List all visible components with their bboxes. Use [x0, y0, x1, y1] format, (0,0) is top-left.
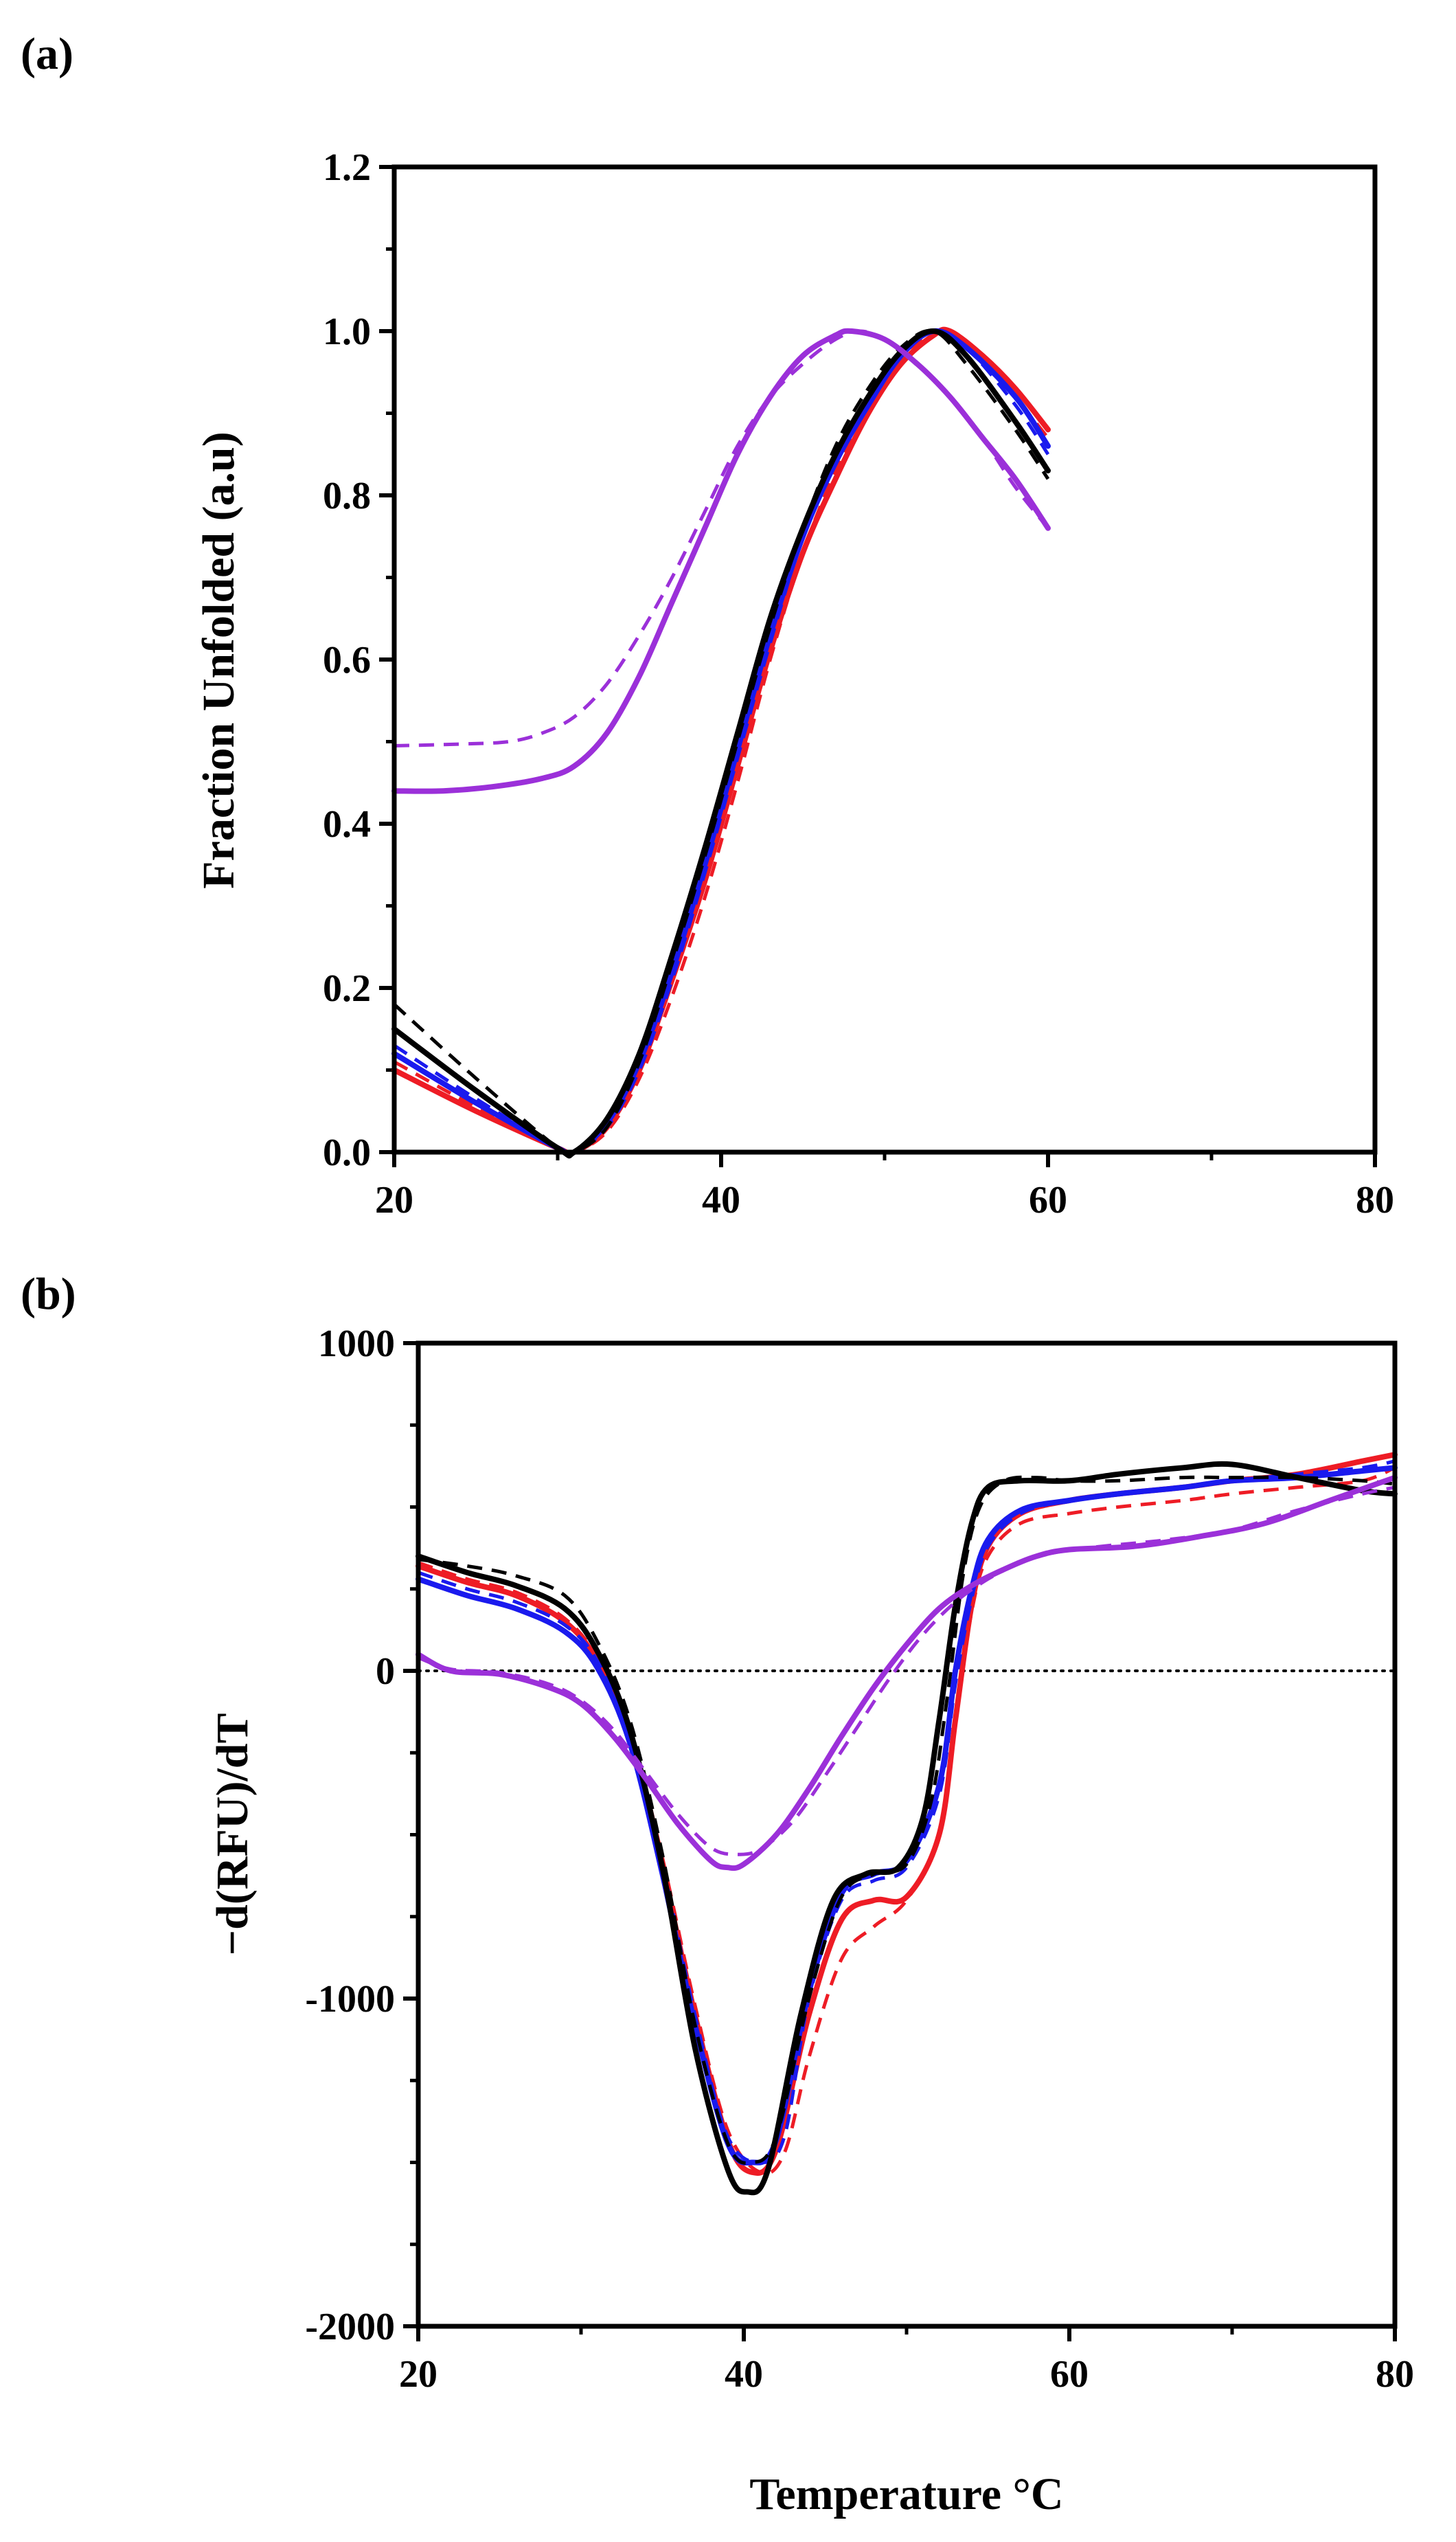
panel-b-x-axis-label: Temperature °C: [749, 2469, 1063, 2519]
series-line-blue-dashed: [393, 329, 1050, 1157]
panel-b-y-axis-label: −d(RFU)/dT: [207, 1713, 258, 1956]
panel-b-label: (b): [21, 1269, 76, 1319]
x-tick-label: 60: [1029, 1179, 1067, 1222]
series-line-blue-solid: [391, 328, 1051, 1158]
y-tick-label: 0: [376, 1650, 395, 1693]
x-tick-label: 80: [1356, 1179, 1394, 1222]
y-tick-label: -1000: [305, 1978, 395, 2021]
x-tick-label: 60: [1050, 2353, 1089, 2396]
series-line-purple-solid: [391, 328, 1051, 794]
x-tick-label: 20: [399, 2353, 437, 2396]
x-tick-label: 40: [702, 1179, 740, 1222]
y-tick-label: 0.8: [323, 475, 371, 517]
panel-b-series: [416, 1452, 1398, 2196]
series-line-blue-dashed: [418, 1459, 1396, 2165]
series-line-red-dashed: [418, 1465, 1396, 2176]
series-line-purple-dashed: [418, 1485, 1396, 1856]
panel-b-plot-frame: [416, 1340, 1398, 2329]
series-line-red-solid: [416, 1452, 1398, 2176]
y-tick-label: 1000: [318, 1323, 395, 1365]
y-tick-label: 0.2: [323, 967, 371, 1010]
series-line-black-solid: [416, 1461, 1398, 2196]
panel-a-series: [391, 326, 1051, 1159]
y-tick-label: 0.4: [323, 803, 371, 846]
series-line-purple-dashed: [394, 329, 1049, 747]
series-line-black-dashed: [393, 328, 1050, 1158]
series-line-blue-solid: [416, 1465, 1398, 2166]
panel-a-y-axis-label: Fraction Unfolded (a.u): [194, 431, 244, 888]
series-line-red-solid: [391, 326, 1051, 1157]
y-tick-label: 0.0: [323, 1132, 371, 1174]
x-tick-label: 20: [375, 1179, 413, 1222]
series-line-red-dashed: [393, 328, 1049, 1156]
series-line-black-solid: [391, 328, 1051, 1159]
x-tick-label: 80: [1376, 2353, 1414, 2396]
panel-a-chart: (a) Fraction Unfolded (a.u) 20 40 60 80 0.0 0…: [21, 29, 1394, 1222]
series-line-purple-solid: [416, 1474, 1398, 1871]
panel-b-ticks: 20 40 60 80 -2000 -1000 0 1000: [305, 1323, 1414, 2396]
x-tick-label: 40: [725, 2353, 763, 2396]
panel-a-plot-frame: [391, 164, 1378, 1155]
y-tick-label: 1.2: [323, 146, 371, 189]
series-line-black-dashed: [418, 1475, 1396, 2165]
panel-a-ticks: 20 40 60 80 0.0 0.2 0.4 0.6 0.8 1.0 1.2: [323, 146, 1394, 1222]
y-tick-label: -2000: [305, 2306, 395, 2348]
y-tick-label: 1.0: [323, 311, 371, 353]
panel-a-label: (a): [21, 29, 73, 79]
y-tick-label: 0.6: [323, 639, 371, 682]
panel-b-chart: (b) −d(RFU)/dT 20 40 60 80 -2000 -1000 0 1000 T…: [21, 1269, 1414, 2519]
